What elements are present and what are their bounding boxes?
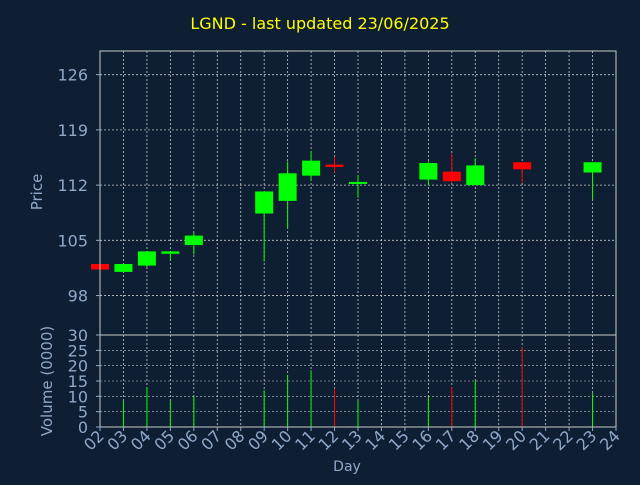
candle-body <box>466 165 485 186</box>
candlestick-series <box>91 151 602 272</box>
candle-body <box>419 163 438 180</box>
volume-tick-label: 30 <box>68 326 88 345</box>
price-tick-label: 105 <box>57 231 88 250</box>
day-tick-label: 24 <box>596 426 624 454</box>
volume-axis-label: Volume (0000) <box>38 326 56 436</box>
chart-title: LGND - last updated 23/06/2025 <box>190 14 450 33</box>
candle-body <box>442 171 461 182</box>
volume-tick-label: 25 <box>68 341 88 360</box>
volume-series <box>122 347 594 427</box>
day-axis-label: Day <box>333 459 361 475</box>
price-tick-label: 119 <box>57 121 88 140</box>
candle-body <box>161 251 180 254</box>
candle-body <box>349 181 367 184</box>
candle-body <box>114 264 133 272</box>
volume-tick-label: 10 <box>68 387 88 406</box>
candle-body <box>137 251 156 266</box>
price-tick-labels: 98 105 112 119 126 <box>57 66 100 306</box>
volume-tick-label: 15 <box>68 372 88 391</box>
price-tick-label: 112 <box>57 176 88 195</box>
price-axis-label: Price <box>28 174 46 211</box>
candle-body <box>184 235 203 246</box>
candle-body <box>255 191 274 214</box>
volume-tick-label: 0 <box>78 418 88 437</box>
price-tick-label: 98 <box>68 287 88 306</box>
volume-tick-label: 5 <box>78 403 88 422</box>
candle-body <box>513 162 532 170</box>
volume-tick-label: 20 <box>68 357 88 376</box>
candle-body <box>278 173 297 201</box>
candle-body <box>583 162 602 173</box>
price-tick-label: 126 <box>57 66 88 85</box>
candle-body <box>325 164 344 167</box>
candle-body <box>302 160 321 176</box>
day-tick-labels: 0203040506070809101112131415161718192021… <box>80 426 624 454</box>
